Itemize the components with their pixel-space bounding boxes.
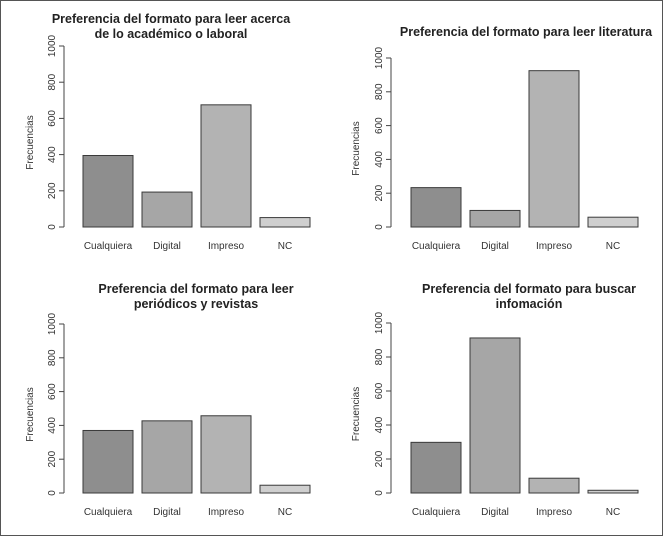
y-tick-label: 400 (47, 417, 58, 434)
y-tick-label: 600 (374, 117, 385, 134)
y-tick-label: 200 (374, 450, 385, 467)
y-tick-label: 0 (47, 490, 58, 496)
x-category-label: Digital (481, 241, 509, 252)
x-category-label: Digital (153, 507, 181, 518)
x-category-label: Impreso (208, 241, 245, 252)
bar-cualquiera (82, 155, 134, 228)
y-tick-label: 1000 (47, 312, 58, 335)
bar-impreso (200, 415, 252, 494)
bar-nc (259, 217, 311, 228)
chart-panel-1: Preferencia del formato para leer acerca… (25, 12, 311, 252)
x-category-label: NC (278, 507, 292, 518)
y-tick-label: 800 (374, 83, 385, 100)
y-axis-label: Frecuencias (351, 121, 362, 175)
y-tick-label: 400 (47, 146, 58, 163)
bar-digital (469, 209, 521, 228)
bar-impreso (528, 477, 580, 494)
y-tick-label: 200 (374, 184, 385, 201)
bar-impreso (200, 104, 252, 228)
x-category-label: Digital (153, 241, 181, 252)
y-tick-label: 0 (374, 490, 385, 496)
bar-digital (141, 420, 193, 494)
x-category-label: Digital (481, 507, 509, 518)
y-tick-label: 400 (374, 416, 385, 433)
x-category-label: Cualquiera (412, 241, 461, 252)
bar-cualquiera (82, 429, 134, 494)
x-category-label: NC (278, 241, 292, 252)
y-tick-label: 600 (374, 382, 385, 399)
x-category-label: Impreso (208, 507, 245, 518)
y-tick-label: 1000 (374, 311, 385, 334)
y-tick-label: 600 (47, 383, 58, 400)
bar-impreso (528, 70, 580, 228)
bar-digital (469, 337, 521, 494)
chart-title: Preferencia del formato para buscar (422, 282, 636, 296)
y-tick-label: 200 (47, 182, 58, 199)
x-category-label: Cualquiera (84, 241, 133, 252)
bar-cualquiera (410, 441, 462, 494)
y-tick-label: 800 (374, 348, 385, 365)
y-tick-label: 1000 (47, 34, 58, 57)
chart-panel-3: Preferencia del formato para leerperiódi… (25, 282, 311, 518)
y-tick-label: 800 (47, 349, 58, 366)
y-tick-label: 1000 (374, 46, 385, 69)
y-tick-label: 200 (47, 450, 58, 467)
y-tick-label: 400 (374, 151, 385, 168)
chart-title: periódicos y revistas (134, 297, 258, 311)
bar-nc (587, 216, 639, 228)
x-category-label: Impreso (536, 241, 573, 252)
x-category-label: Impreso (536, 507, 573, 518)
y-axis-label: Frecuencias (25, 387, 36, 441)
chart-title: Preferencia del formato para leer acerca (52, 12, 291, 26)
chart-title: infomación (496, 297, 563, 311)
bar-digital (141, 191, 193, 228)
y-tick-label: 600 (47, 110, 58, 127)
y-tick-label: 0 (47, 224, 58, 230)
x-category-label: NC (606, 507, 620, 518)
chart-title: de lo académico o laboral (95, 27, 248, 41)
y-axis-label: Frecuencias (351, 387, 362, 441)
x-category-label: Cualquiera (84, 507, 133, 518)
bar-nc (587, 489, 639, 494)
chart-title: Preferencia del formato para leer litera… (400, 25, 653, 39)
chart-panel-4: Preferencia del formato para buscarinfom… (351, 282, 639, 518)
x-category-label: NC (606, 241, 620, 252)
chart-title: Preferencia del formato para leer (98, 282, 293, 296)
bar-nc (259, 484, 311, 494)
y-tick-label: 0 (374, 224, 385, 230)
x-category-label: Cualquiera (412, 507, 461, 518)
y-tick-label: 800 (47, 73, 58, 90)
y-axis-label: Frecuencias (25, 115, 36, 169)
bar-cualquiera (410, 187, 462, 228)
chart-panel-2: Preferencia del formato para leer litera… (351, 25, 653, 252)
